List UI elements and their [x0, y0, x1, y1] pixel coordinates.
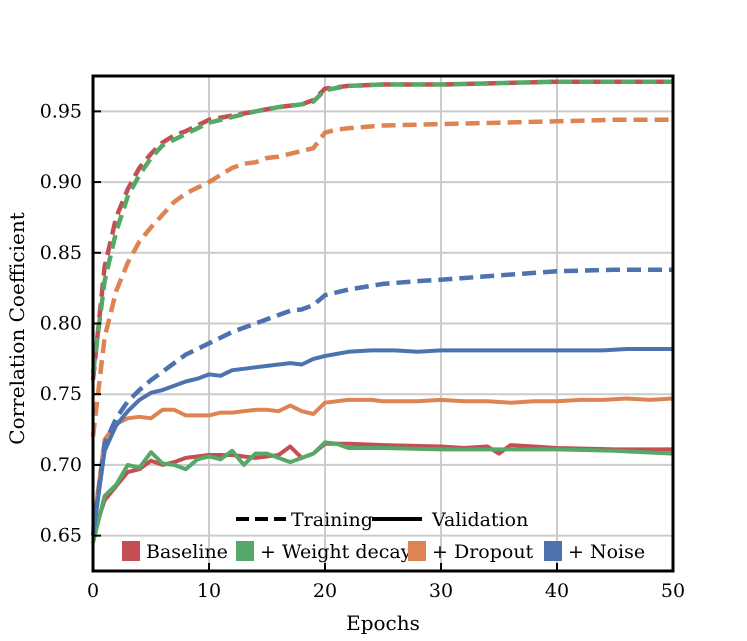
training-line-noise — [90, 267, 673, 536]
x-tick-label: 10 — [197, 580, 221, 602]
training-line-weight-decay — [90, 79, 673, 374]
y-tick-label: 0.65 — [40, 525, 82, 547]
legend-label-dropout: + Dropout — [432, 541, 534, 563]
y-tick-label: 0.80 — [40, 313, 82, 335]
validation-line-weight-decay — [91, 440, 674, 544]
legend-label-baseline: Baseline — [146, 541, 228, 563]
x-tick-label: 40 — [545, 580, 569, 602]
x-tick-label: 20 — [313, 580, 337, 602]
y-tick-label: 0.75 — [40, 383, 82, 405]
legend-swatch-dropout — [408, 541, 426, 561]
series-lines — [90, 79, 674, 544]
legend-swatch-weight-decay — [236, 541, 254, 561]
y-tick-label: 0.70 — [40, 454, 82, 476]
legend-label-weight-decay: + Weight decay — [260, 541, 412, 563]
y-tick-label: 0.95 — [40, 100, 82, 122]
legend-style-label-training: Training — [291, 509, 373, 531]
y-tick-label: 0.90 — [40, 171, 82, 193]
grid — [92, 76, 674, 571]
validation-line-noise — [91, 347, 673, 536]
training-line-dropout — [90, 117, 673, 437]
x-tick-label: 0 — [87, 580, 99, 602]
validation-line-baseline — [91, 441, 673, 537]
x-tick-label: 50 — [661, 580, 685, 602]
legend-swatch-noise — [544, 541, 562, 561]
x-tick-label: 30 — [429, 580, 453, 602]
y-axis-label: Correlation Coefficient — [5, 212, 29, 444]
legend-label-noise: + Noise — [568, 541, 645, 563]
legend-swatch-baseline — [122, 541, 140, 561]
legend-style-label-validation: Validation — [431, 509, 528, 531]
validation-line-dropout — [91, 396, 674, 529]
training-line-baseline — [90, 79, 673, 381]
axis-ticks: 0 10 20 30 40 50 0.65 0.70 0.75 0.80 0.85 0.90 0.95 — [40, 100, 685, 602]
y-tick-label: 0.85 — [40, 242, 82, 264]
legend: Training Validation Baseline + Weight decay… — [122, 509, 645, 563]
x-axis-label: Epochs — [346, 611, 420, 635]
